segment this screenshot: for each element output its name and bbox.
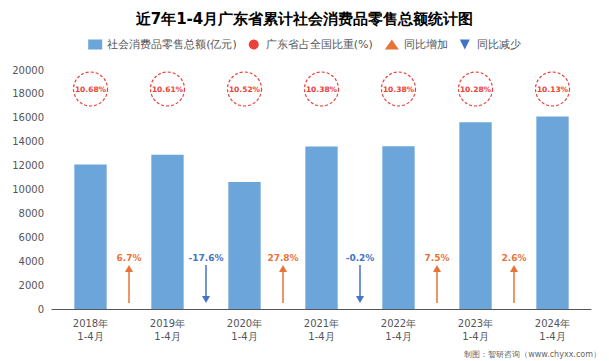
svg-text:12000: 12000: [12, 160, 44, 171]
svg-text:10.38%: 10.38%: [306, 85, 338, 94]
svg-text:2018年: 2018年: [73, 318, 108, 329]
svg-text:2024年: 2024年: [535, 318, 570, 329]
svg-text:1-4月: 1-4月: [77, 331, 103, 342]
svg-text:0: 0: [38, 304, 44, 315]
svg-text:1-4月: 1-4月: [154, 331, 180, 342]
svg-text:2000: 2000: [19, 280, 44, 291]
svg-text:20000: 20000: [12, 65, 44, 76]
svg-text:-17.6%: -17.6%: [189, 253, 224, 263]
svg-text:2.6%: 2.6%: [502, 253, 527, 263]
svg-text:1-4月: 1-4月: [462, 331, 488, 342]
svg-text:27.8%: 27.8%: [267, 253, 298, 263]
svg-text:1-4月: 1-4月: [385, 331, 411, 342]
svg-text:1-4月: 1-4月: [539, 331, 565, 342]
svg-text:社会消费品零售总额(亿元): 社会消费品零售总额(亿元): [107, 38, 237, 51]
svg-text:6000: 6000: [19, 232, 44, 243]
svg-text:2019年: 2019年: [150, 318, 185, 329]
svg-text:10.38%: 10.38%: [383, 85, 415, 94]
svg-text:2020年: 2020年: [227, 318, 262, 329]
svg-text:6.7%: 6.7%: [117, 253, 142, 263]
svg-text:2022年: 2022年: [381, 318, 416, 329]
svg-text:1-4月: 1-4月: [308, 331, 334, 342]
svg-text:10.28%: 10.28%: [460, 85, 492, 94]
svg-text:10.61%: 10.61%: [152, 85, 184, 94]
svg-text:4000: 4000: [19, 256, 44, 267]
svg-text:2023年: 2023年: [458, 318, 493, 329]
svg-text:近7年1-4月广东省累计社会消费品零售总额统计图: 近7年1-4月广东省累计社会消费品零售总额统计图: [135, 10, 474, 28]
svg-text:制图：智研咨询（www.chyxx.com）: 制图：智研咨询（www.chyxx.com）: [464, 350, 601, 359]
svg-text:8000: 8000: [19, 208, 44, 219]
svg-text:7.5%: 7.5%: [425, 253, 450, 263]
svg-text:10000: 10000: [12, 184, 44, 195]
svg-text:2021年: 2021年: [304, 318, 339, 329]
svg-text:10.52%: 10.52%: [229, 85, 261, 94]
svg-text:18000: 18000: [12, 88, 44, 99]
svg-text:-0.2%: -0.2%: [346, 253, 375, 263]
svg-text:10.68%: 10.68%: [75, 85, 107, 94]
svg-text:10.13%: 10.13%: [537, 85, 569, 94]
svg-text:16000: 16000: [12, 112, 44, 123]
svg-text:同比增加: 同比增加: [404, 38, 448, 51]
svg-text:1-4月: 1-4月: [231, 331, 257, 342]
svg-text:14000: 14000: [12, 136, 44, 147]
svg-text:同比减少: 同比减少: [477, 38, 521, 51]
svg-text:广东省占全国比重(%): 广东省占全国比重(%): [266, 38, 373, 51]
